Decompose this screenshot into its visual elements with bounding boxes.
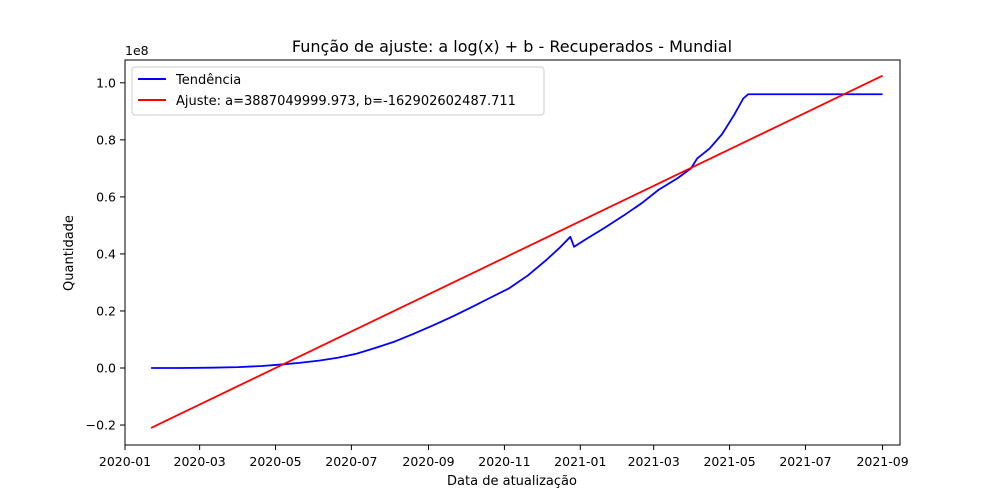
legend: Tendência Ajuste: a=3887049999.973, b=-1… (131, 66, 545, 116)
y-axis: −0.2 0.0 0.2 0.4 0.6 0.8 1.0 (86, 75, 125, 433)
y-tick-label: 0.4 (96, 246, 116, 261)
x-tick-label: 2021-07 (779, 454, 831, 469)
y-tick-label: 0.8 (96, 132, 116, 147)
y-tick-label: 0.2 (96, 303, 116, 318)
y-axis-label: Quantidade (62, 215, 77, 291)
y-tick-label: 0.0 (96, 361, 116, 376)
x-tick-label: 2021-05 (703, 454, 755, 469)
y-tick-label: −0.2 (86, 418, 116, 433)
x-axis-label: Data de atualização (447, 474, 577, 489)
y-scale-label: 1e8 (125, 43, 149, 58)
legend-box (131, 66, 545, 116)
x-tick-label: 2020-05 (249, 454, 301, 469)
x-tick-label: 2021-09 (856, 454, 908, 469)
legend-label-fit: Ajuste: a=3887049999.973, b=-16290260248… (176, 94, 516, 109)
chart-title: Função de ajuste: a log(x) + b - Recuper… (292, 37, 732, 56)
x-tick-label: 2020-07 (325, 454, 377, 469)
series-line-1 (150, 74, 883, 429)
x-tick-label: 2021-03 (628, 454, 680, 469)
x-tick-label: 2020-11 (478, 454, 530, 469)
x-axis: 2020-01 2020-03 2020-05 2020-07 2020-09 2020-… (99, 445, 909, 469)
x-tick-label: 2020-01 (99, 454, 151, 469)
x-tick-label: 2021-01 (554, 454, 606, 469)
series-line-0 (151, 93, 883, 369)
x-tick-label: 2020-09 (402, 454, 454, 469)
plot-frame (124, 59, 901, 446)
legend-label-trend: Tendência (175, 73, 241, 88)
y-tick-label: 0.6 (96, 189, 116, 204)
plot-area (150, 74, 883, 429)
x-tick-label: 2020-03 (174, 454, 226, 469)
y-tick-label: 1.0 (96, 75, 116, 90)
